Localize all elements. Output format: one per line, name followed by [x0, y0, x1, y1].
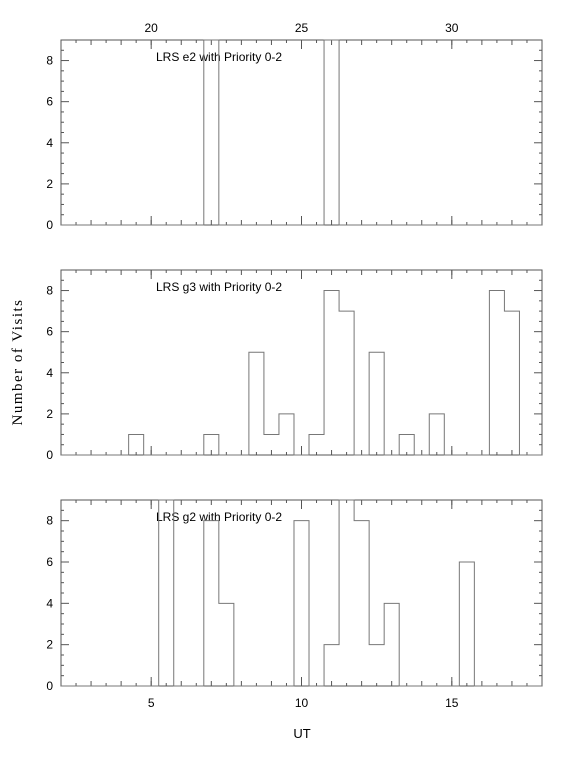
histogram-bar: [324, 40, 339, 225]
histogram-bar: [309, 434, 324, 455]
histogram-bar: [354, 521, 369, 686]
panel-2: 0 2 4 6 8 LRS g3 with Priority 0-2: [46, 269, 543, 462]
panel-frame: [60, 39, 543, 226]
histogram-bar: [384, 603, 399, 686]
y-tick-label: 6: [46, 325, 53, 339]
histogram-outline: [61, 499, 542, 687]
histogram-bar: [504, 311, 519, 455]
histogram-bar: [399, 434, 414, 455]
y-tick-label: 4: [46, 596, 53, 610]
top-tick-label: 25: [295, 21, 309, 35]
y-tick-label: 2: [46, 638, 53, 652]
histogram-bar: [279, 414, 294, 455]
y-tick-label: 2: [46, 177, 53, 191]
histogram-bar: [129, 434, 144, 455]
histogram-bar: [204, 40, 219, 225]
panel-frame: [60, 269, 543, 456]
histogram-bar: [369, 645, 384, 686]
y-tick-label: 8: [46, 54, 53, 68]
histogram-bar: [294, 521, 309, 686]
y-tick-label: 6: [46, 555, 53, 569]
y-axis-label: Number of Visits: [10, 299, 26, 426]
panel-annotation: LRS g3 with Priority 0-2: [156, 280, 282, 294]
panel-frame: [60, 499, 543, 687]
histogram-bar: [339, 500, 354, 686]
histogram-bar: [324, 291, 339, 455]
histogram-bar: [489, 291, 504, 455]
histogram-bar: [459, 562, 474, 686]
top-tick-label: 30: [445, 21, 459, 35]
y-tick-label: 2: [46, 407, 53, 421]
y-tick-label: 0: [46, 679, 53, 693]
y-tick-label: 8: [46, 514, 53, 528]
x-tick-label: 10: [295, 696, 309, 710]
x-axis-label: UT: [293, 726, 310, 741]
histogram-bar: [249, 352, 264, 455]
histogram-bar: [159, 500, 174, 686]
histogram-outline: [61, 290, 542, 456]
y-tick-label: 0: [46, 218, 53, 232]
histogram-bar: [324, 645, 339, 686]
y-tick-label: 6: [46, 95, 53, 109]
histogram-outline: [61, 39, 542, 226]
histogram-bar: [339, 311, 354, 455]
y-tick-label: 8: [46, 284, 53, 298]
histogram-bar: [429, 414, 444, 455]
panel-3: 0 2 4 6 8 5 10 15 LRS g2 with Priority 0-2: [46, 499, 543, 710]
x-tick-label: 5: [148, 696, 155, 710]
histogram-bar: [369, 352, 384, 455]
y-tick-label: 0: [46, 448, 53, 462]
histogram-bar: [219, 603, 234, 686]
y-tick-label: 4: [46, 136, 53, 150]
histogram-bar: [204, 521, 219, 686]
y-tick-label: 4: [46, 366, 53, 380]
x-tick-label: 15: [445, 696, 459, 710]
top-tick-label: 20: [145, 21, 159, 35]
panel-annotation: LRS g2 with Priority 0-2: [156, 510, 282, 524]
